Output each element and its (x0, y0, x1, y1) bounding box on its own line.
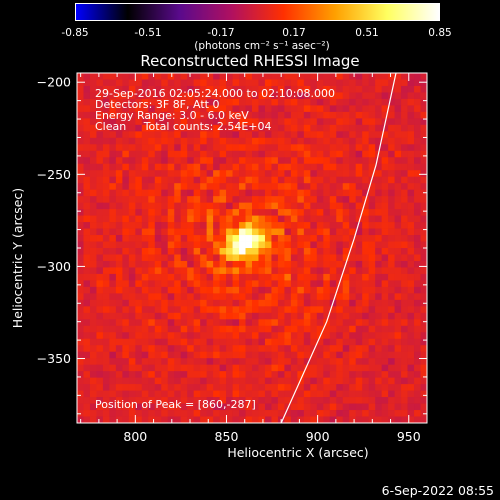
colorbar-tick-label: -0.85 (61, 27, 88, 39)
colorbar-tick-label: -0.51 (134, 27, 161, 39)
solar-limb-line (280, 73, 397, 423)
x-tick-label: 800 (123, 429, 147, 444)
timestamp: 6-Sep-2022 08:55 (381, 483, 494, 498)
x-tick-label: 950 (397, 429, 421, 444)
annotation-energy-range: Energy Range: 3.0 - 6.0 keV (95, 109, 249, 122)
colorbar-unit-label: (photons cm⁻² s⁻¹ asec⁻²) (194, 40, 329, 52)
colorbar-tick-label: 0.17 (282, 27, 305, 39)
annotation-detectors: Detectors: 3F 8F, Att 0 (95, 98, 220, 111)
plot-area (77, 73, 428, 424)
colorbar-tick-label: -0.17 (207, 27, 234, 39)
colorbar-ticks: -0.85 -0.51 -0.17 0.17 0.51 0.85 (61, 27, 451, 39)
annotation-peak-position: Position of Peak = [860,-287] (95, 398, 256, 411)
chart-title: Reconstructed RHESSI Image (140, 52, 360, 70)
colorbar-tick-label: 0.51 (355, 27, 378, 39)
x-tick-label: 850 (215, 429, 239, 444)
axes: 800 850 900 950 −200 −250 −300 −350 (37, 72, 428, 444)
y-axis-label: Heliocentric Y (arcsec) (10, 188, 25, 328)
colorbar-tick-label: 0.85 (428, 27, 451, 39)
y-tick-label: −250 (37, 167, 71, 182)
colorbar (75, 3, 440, 21)
x-tick-label: 900 (306, 429, 330, 444)
annotation-time-range: 29-Sep-2016 02:05:24.000 to 02:10:08.000 (95, 87, 335, 100)
x-axis-label: Heliocentric X (arcsec) (227, 445, 368, 460)
y-tick-label: −200 (37, 75, 71, 90)
annotation-method: Clean Total counts: 2.54E+04 (95, 120, 272, 133)
y-tick-label: −350 (37, 351, 71, 366)
y-tick-label: −300 (37, 259, 71, 274)
